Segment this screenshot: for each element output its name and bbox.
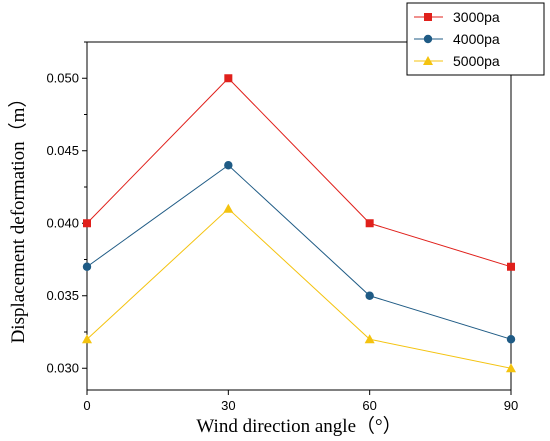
legend-label: 4000pa (453, 31, 500, 47)
x-tick-label: 30 (221, 398, 235, 413)
data-point (364, 334, 375, 344)
y-axis-ticks: 0.030 0.035 0.040 0.045 0.050 (46, 41, 87, 375)
data-point (506, 363, 516, 373)
series-line (86, 164, 512, 340)
y-tick-label: 0.030 (46, 360, 79, 375)
data-point (223, 203, 234, 213)
plot-border (86, 41, 512, 391)
y-axis-title: Displacement deformation（m） (7, 89, 29, 344)
legend: 3000pa 4000pa 5000pa (406, 2, 545, 76)
data-point (365, 291, 374, 300)
legend-label: 3000pa (453, 9, 500, 25)
series-line (86, 77, 512, 268)
x-axis-title: Wind direction angle（°） (196, 415, 401, 437)
data-point (224, 74, 233, 83)
data-point (365, 219, 374, 228)
y-tick-label: 0.035 (46, 288, 79, 303)
series-4000pa (82, 161, 516, 344)
x-tick-label: 0 (83, 398, 90, 413)
y-tick-label: 0.045 (46, 143, 79, 158)
x-tick-label: 60 (362, 398, 376, 413)
y-tick-label: 0.050 (46, 70, 79, 85)
data-point (507, 262, 515, 271)
series-3000pa (83, 74, 515, 271)
data-point (82, 334, 92, 344)
legend-marker (424, 13, 432, 21)
x-axis-ticks: 0 30 60 90 (83, 390, 518, 413)
plot-frame (86, 41, 512, 391)
data-point (82, 262, 92, 271)
legend-item: 4000pa (414, 31, 500, 47)
legend-marker (423, 56, 433, 65)
series-line (86, 208, 512, 369)
x-tick-label: 90 (504, 398, 518, 413)
series-layer (82, 74, 516, 373)
legend-marker (423, 34, 433, 44)
data-point (83, 219, 91, 228)
y-tick-label: 0.040 (46, 215, 79, 230)
data-point (224, 161, 233, 170)
legend-item: 3000pa (414, 9, 500, 25)
legend-label: 5000pa (453, 53, 500, 69)
legend-item: 5000pa (414, 53, 500, 69)
series-5000pa (82, 203, 516, 373)
data-point (506, 335, 516, 344)
